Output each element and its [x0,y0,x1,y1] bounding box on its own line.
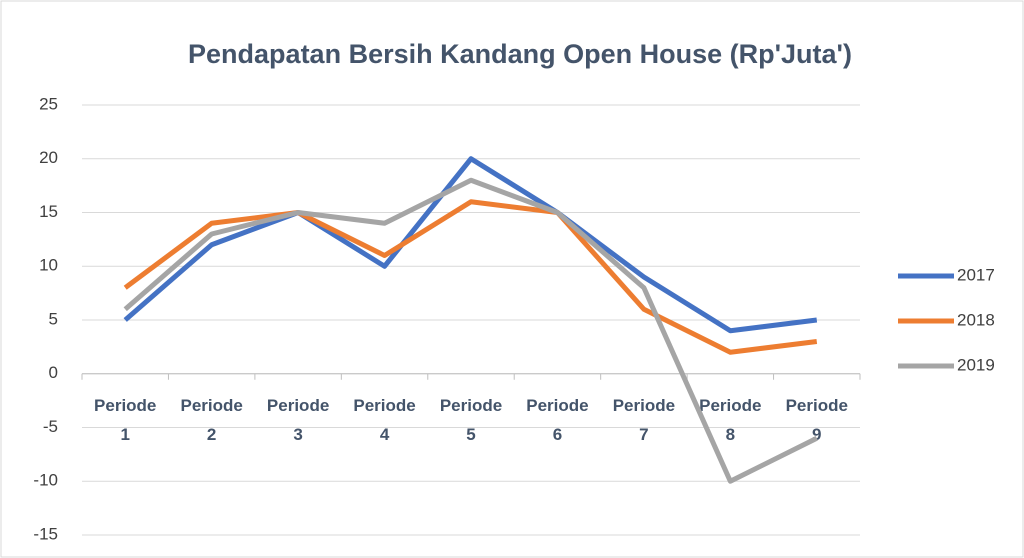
y-tick-label: 15 [39,202,58,221]
legend-label: 2018 [957,310,995,329]
y-tick-label: 0 [49,363,58,382]
y-tick-label: -10 [33,471,58,490]
x-tick-label: Periode 4 [353,396,415,444]
x-tick-label: Periode 1 [94,396,156,444]
y-tick-label: -5 [43,417,58,436]
series-line [123,156,818,334]
series-line [123,177,818,484]
series-line [123,199,818,355]
legend-label: 2019 [957,355,995,374]
x-tick-label: Periode 6 [526,396,588,444]
x-tick-label: Periode 8 [699,396,761,444]
x-tick-label: Periode 2 [180,396,242,444]
y-tick-label: 20 [39,148,58,167]
y-tick-label: 10 [39,256,58,275]
y-tick-label: 5 [49,309,58,328]
x-tick-label: Periode 5 [440,396,502,444]
x-tick-label: Periode 3 [267,396,329,444]
legend-label: 2017 [957,265,995,284]
y-tick-label: -15 [33,524,58,543]
y-tick-label: 25 [39,94,58,113]
x-tick-label: Periode 7 [613,396,675,444]
chart-title: Pendapatan Bersih Kandang Open House (Rp… [188,39,852,69]
x-tick-label: Periode 9 [786,396,848,444]
